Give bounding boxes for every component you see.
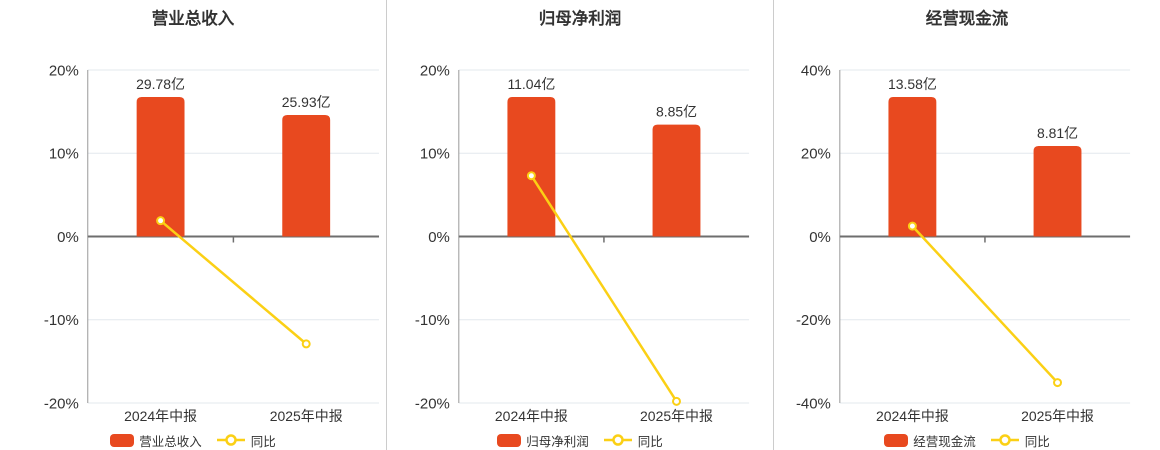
yoy-line-marker[interactable]	[907, 221, 917, 231]
bar-value-label: 13.58亿	[888, 76, 937, 92]
bar-2024年中报[interactable]	[507, 96, 556, 237]
panel-total-revenue: 营业总收入 20% 10% 0% -10% -20% 29.78亿 2024年中报 25.93…	[0, 0, 387, 450]
y-axis-tick-label: 0%	[428, 229, 450, 246]
y-axis-tick-label: -10%	[44, 312, 79, 329]
y-axis-tick-label: -40%	[796, 395, 831, 412]
y-axis-tick-label: -20%	[44, 395, 79, 412]
bar-value-label: 8.85亿	[656, 104, 697, 120]
yoy-line-marker[interactable]	[526, 171, 536, 181]
bar-value-label: 11.04亿	[507, 76, 555, 92]
legend-item-net-profit-yoy[interactable]: 同比	[603, 431, 663, 450]
x-category-label: 2025年中报	[270, 408, 343, 424]
legend-item-cash-flow-yoy[interactable]: 同比	[990, 431, 1050, 450]
bar-2025年中报[interactable]	[1033, 145, 1082, 237]
legend-item-revenue-yoy[interactable]: 同比	[216, 431, 276, 450]
y-axis-tick-label: 40%	[801, 62, 831, 79]
yoy-trend-line[interactable]	[530, 175, 678, 403]
x-category-label: 2025年中报	[1021, 408, 1094, 424]
line-series-marker-icon	[990, 434, 1019, 446]
y-axis-tick-label: -20%	[796, 312, 831, 329]
line-series-marker-icon	[216, 434, 245, 446]
net-profit-chart-canvas: 20% 10% 0% -10% -20% 11.04亿 2024年中报 8.85亿 2025年中…	[415, 62, 750, 424]
y-axis-tick-label: -20%	[415, 395, 450, 412]
legend-label-bar: 营业总收入	[139, 434, 202, 449]
panel-net-profit: 归母净利润 20% 10% 0% -10% -20% 11.04亿 2024年中报 8.85亿…	[387, 0, 774, 450]
legend-label-bar: 归母净利润	[526, 434, 589, 449]
y-axis-tick-label: -10%	[415, 312, 450, 329]
panel-operating-cash-flow: 经营现金流 40% 20% 0% -20% -40% 13.58亿 2024年中报 8.81亿…	[774, 0, 1160, 450]
y-axis-tick-label: 10%	[420, 146, 450, 163]
bar-value-label: 8.81亿	[1037, 125, 1078, 141]
legend-label-bar: 经营现金流	[913, 434, 976, 449]
x-category-label: 2024年中报	[124, 408, 197, 424]
revenue-chart-canvas: 20% 10% 0% -10% -20% 29.78亿 2024年中报 25.93亿 2025年…	[44, 62, 380, 424]
x-category-label: 2024年中报	[495, 408, 568, 424]
bar-2025年中报[interactable]	[282, 115, 331, 237]
line-series-marker-icon	[603, 434, 632, 446]
bar-2025年中报[interactable]	[652, 124, 701, 237]
bar-value-label: 25.93亿	[282, 94, 331, 110]
bar-2024年中报[interactable]	[888, 96, 937, 237]
legend-revenue: 营业总收入 同比	[0, 430, 386, 450]
bar-series-swatch	[884, 433, 909, 447]
yoy-line-marker[interactable]	[672, 396, 681, 406]
x-category-label: 2025年中报	[640, 408, 713, 424]
y-axis-tick-label: 0%	[809, 229, 831, 246]
y-axis-tick-label: 20%	[801, 146, 831, 163]
bar-series-swatch	[497, 433, 522, 447]
y-axis-tick-label: 0%	[57, 229, 79, 246]
yoy-line-marker[interactable]	[301, 339, 311, 349]
legend-net-profit: 归母净利润 同比	[387, 430, 773, 450]
legend-label-yoy: 同比	[250, 434, 276, 449]
cash-flow-chart-canvas: 40% 20% 0% -20% -40% 13.58亿 2024年中报 8.81亿 2025年中…	[796, 62, 1131, 424]
yoy-trend-line[interactable]	[911, 225, 1059, 384]
legend-label-yoy: 同比	[637, 434, 663, 449]
bar-2024年中报[interactable]	[136, 96, 185, 237]
y-axis-tick-label: 20%	[420, 62, 450, 79]
chart-title-revenue: 营业总收入	[151, 10, 235, 28]
legend-label-yoy: 同比	[1024, 434, 1050, 449]
yoy-line-marker[interactable]	[156, 216, 166, 226]
legend-item-cash-flow-bar[interactable]: 经营现金流	[884, 431, 976, 450]
yoy-line-marker[interactable]	[1053, 378, 1063, 388]
y-axis-tick-label: 10%	[49, 146, 79, 163]
chart-title-cash-flow: 经营现金流	[925, 10, 1009, 28]
bar-series-swatch	[110, 433, 135, 447]
yoy-trend-line[interactable]	[159, 219, 308, 345]
legend-item-revenue-bar[interactable]: 营业总收入	[110, 431, 202, 450]
y-axis-tick-label: 20%	[49, 62, 79, 79]
legend-item-net-profit-bar[interactable]: 归母净利润	[497, 431, 589, 450]
legend-cash-flow: 经营现金流 同比	[774, 430, 1160, 450]
chart-title-net-profit: 归母净利润	[538, 10, 622, 28]
bar-value-label: 29.78亿	[136, 76, 185, 92]
x-category-label: 2024年中报	[876, 408, 949, 424]
